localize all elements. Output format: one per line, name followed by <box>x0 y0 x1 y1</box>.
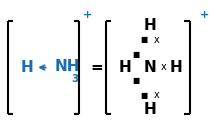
Text: 3: 3 <box>71 74 79 84</box>
Text: H: H <box>20 60 33 75</box>
Text: NH: NH <box>55 59 81 74</box>
Text: ■: ■ <box>132 50 139 59</box>
Text: ■: ■ <box>132 76 139 85</box>
Text: ■: ■ <box>141 35 148 44</box>
Text: x: x <box>160 63 166 72</box>
Text: H: H <box>169 60 182 75</box>
Text: ■: ■ <box>141 91 148 100</box>
Text: x: x <box>154 35 159 45</box>
Text: +: + <box>200 10 209 20</box>
Text: =: = <box>90 60 103 75</box>
Text: H: H <box>119 60 132 75</box>
Text: x: x <box>154 90 159 100</box>
Text: H: H <box>144 18 157 33</box>
Text: H: H <box>144 102 157 117</box>
Text: +: + <box>83 10 93 20</box>
Text: N: N <box>144 60 157 75</box>
